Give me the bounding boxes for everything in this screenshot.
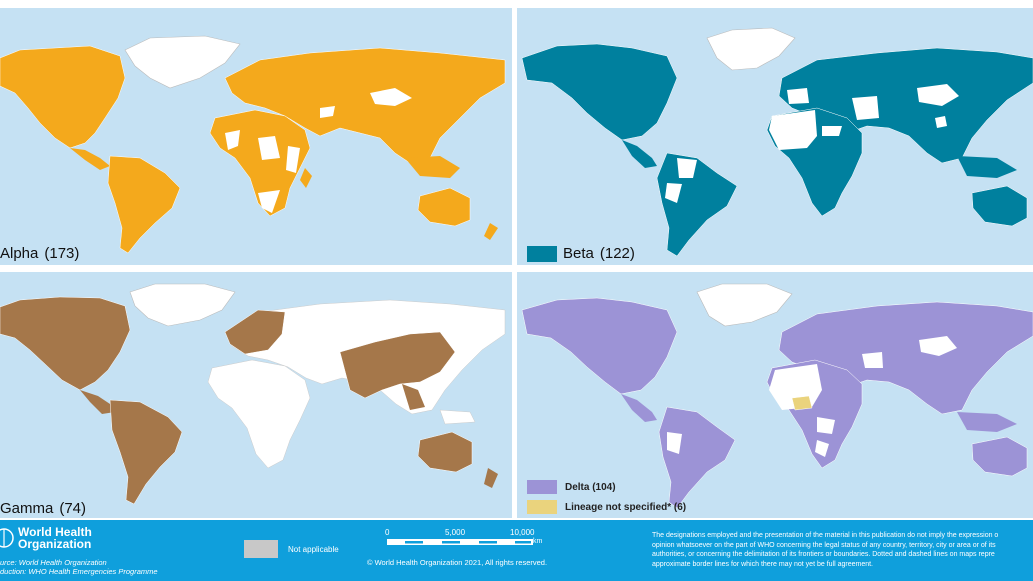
north-america [0, 45, 126, 149]
scale-unit: km [533, 538, 543, 545]
disclaimer-line: The designations employed and the presen… [652, 532, 999, 539]
disclaimer: The designations employed and the presen… [652, 531, 1033, 569]
source-note: urce: World Health Organization duction:… [0, 558, 158, 576]
delta-map-panel: Delta (104) Lineage not specified* (6) [517, 272, 1033, 518]
not-applicable-legend: Not applicable [244, 540, 339, 558]
beta-label: Beta (122) [527, 245, 635, 262]
not-applicable-label: Not applicable [288, 544, 339, 554]
alpha-world-map [0, 35, 506, 254]
disclaimer-line: approximate border lines for which there… [652, 560, 874, 568]
copyright-notice: © World Health Organization 2021, All ri… [367, 558, 548, 567]
org-name-line1: World Health [18, 525, 92, 539]
scale-tick-10000: 10,000 [510, 528, 535, 537]
delta-legend-label: Delta (104) [565, 481, 616, 493]
scale-bar: 0 5,000 10,000 km [385, 528, 545, 550]
australia [417, 431, 473, 473]
beta-variant-name: Beta [563, 245, 594, 262]
gamma-label: Gamma (74) [0, 500, 86, 517]
delta-world-map [521, 283, 1033, 509]
disclaimer-line: opinion whatsoever on the part of WHO co… [652, 541, 996, 549]
gamma-count: (74) [59, 500, 87, 517]
who-logo: World Health Organization [0, 526, 92, 550]
unspecified-swatch [527, 500, 557, 514]
south-america [107, 155, 181, 254]
source-line: urce: World Health Organization [0, 558, 107, 567]
beta-swatch [527, 245, 557, 262]
australia [417, 187, 471, 227]
scale-graphic [387, 539, 533, 545]
unspecified-legend-label: Lineage not specified* (6) [565, 501, 687, 513]
delta-swatch [527, 480, 557, 494]
not-applicable-swatch [244, 540, 278, 558]
gamma-variant-name: Gamma [0, 500, 54, 517]
scale-tick-0: 0 [385, 528, 390, 537]
org-name-line2: Organization [18, 537, 92, 551]
beta-world-map [521, 27, 1033, 257]
scale-tick-5000: 5,000 [445, 528, 466, 537]
unspecified-legend-item: Lineage not specified* (6) [527, 500, 686, 514]
who-emblem-icon [0, 528, 14, 548]
production-line: duction: WHO Health Emergencies Programm… [0, 567, 158, 576]
disclaimer-line: authorities, or concerning the delimitat… [652, 551, 995, 558]
gamma-world-map [0, 283, 506, 505]
delta-legend-item: Delta (104) [527, 480, 616, 494]
alpha-count: (173) [44, 245, 80, 262]
beta-map-panel: Beta (122) [517, 8, 1033, 265]
alpha-variant-name: Alpha [0, 245, 39, 262]
footer-bar: World Health Organization urce: World He… [0, 520, 1033, 581]
gamma-map-panel: Gamma (74) [0, 272, 512, 518]
alpha-map-panel: Alpha (173) [0, 8, 512, 265]
alpha-label: Alpha (173) [0, 245, 79, 262]
beta-count: (122) [599, 245, 635, 262]
